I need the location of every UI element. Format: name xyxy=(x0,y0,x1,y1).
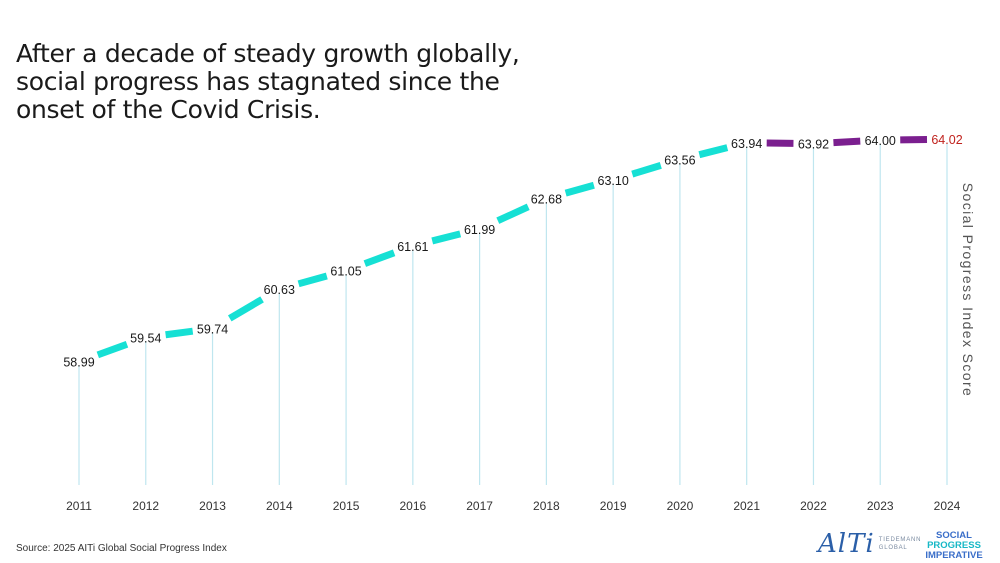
source-note: Source: 2025 AITi Global Social Progress… xyxy=(16,543,227,554)
title-line-1: After a decade of steady growth globally… xyxy=(16,39,520,68)
value-label-2013: 59.74 xyxy=(197,323,228,337)
x-tick-label-2017: 2017 xyxy=(466,499,493,513)
value-label-2021: 63.94 xyxy=(731,137,762,151)
value-label-2015: 61.05 xyxy=(330,265,361,279)
x-tick-label-2013: 2013 xyxy=(199,499,226,513)
line-segment-2013-2014 xyxy=(227,296,264,322)
line-segment-2017-2018 xyxy=(496,203,530,224)
value-label-2020: 63.56 xyxy=(664,154,695,168)
line-segment-2014-2015 xyxy=(297,272,328,288)
value-label-2016: 61.61 xyxy=(397,240,428,254)
line-segment-2016-2017 xyxy=(431,230,462,245)
value-label-2014: 60.63 xyxy=(264,283,295,297)
page-title: After a decade of steady growth globally… xyxy=(16,40,536,124)
line-segment-2012-2013 xyxy=(165,327,194,339)
alti-logo-wordmark: AlTi xyxy=(818,529,875,559)
value-label-2023: 64.00 xyxy=(865,134,896,148)
spi-logo-line-1: SOCIAL xyxy=(936,530,972,541)
x-tick-label-2021: 2021 xyxy=(733,499,760,513)
x-tick-label-2019: 2019 xyxy=(600,499,627,513)
x-tick-label-2015: 2015 xyxy=(333,499,360,513)
value-label-2018: 62.68 xyxy=(531,193,562,207)
x-tick-label-2024: 2024 xyxy=(934,499,961,513)
alti-sub-line-1: TIEDEMANN xyxy=(878,537,922,543)
value-label-2017: 61.99 xyxy=(464,223,495,237)
line-segment-2015-2016 xyxy=(363,249,396,267)
line-segment-2019-2020 xyxy=(631,162,662,178)
spi-logo: SOCIAL PROGRESS IMPERATIVE xyxy=(922,531,986,561)
spi-logo-line-2: PROGRESS xyxy=(927,540,981,551)
value-label-2012: 59.54 xyxy=(130,331,161,345)
alti-sub-line-2: GLOBAL xyxy=(878,545,908,551)
x-tick-label-2018: 2018 xyxy=(533,499,560,513)
x-tick-label-2011: 2011 xyxy=(66,499,92,513)
x-tick-label-2020: 2020 xyxy=(667,499,694,513)
title-line-2: social progress has stagnated since the xyxy=(16,67,500,96)
value-label-2022: 63.92 xyxy=(798,138,829,152)
value-label-2024: 64.02 xyxy=(931,133,962,147)
x-tick-label-2022: 2022 xyxy=(800,499,827,513)
x-tick-label-2016: 2016 xyxy=(399,499,426,513)
alti-logo-subtext: TIEDEMANN GLOBAL xyxy=(879,536,922,552)
line-segment-2018-2019 xyxy=(564,181,595,197)
x-tick-label-2012: 2012 xyxy=(132,499,159,513)
alti-logo: AlTi TIEDEMANN GLOBAL xyxy=(818,530,921,558)
line-segment-2022-2023 xyxy=(833,137,861,147)
value-label-2011: 58.99 xyxy=(63,356,94,370)
title-line-3: onset of the Covid Crisis. xyxy=(16,95,321,124)
line-segment-2011-2012 xyxy=(96,340,129,359)
value-label-2019: 63.10 xyxy=(598,174,629,188)
y-axis-label: Social Progress Index Score xyxy=(960,182,976,398)
line-segment-2020-2021 xyxy=(698,144,729,159)
spi-logo-line-3: IMPERATIVE xyxy=(925,550,983,561)
x-tick-label-2023: 2023 xyxy=(867,499,894,513)
x-tick-label-2014: 2014 xyxy=(266,499,293,513)
